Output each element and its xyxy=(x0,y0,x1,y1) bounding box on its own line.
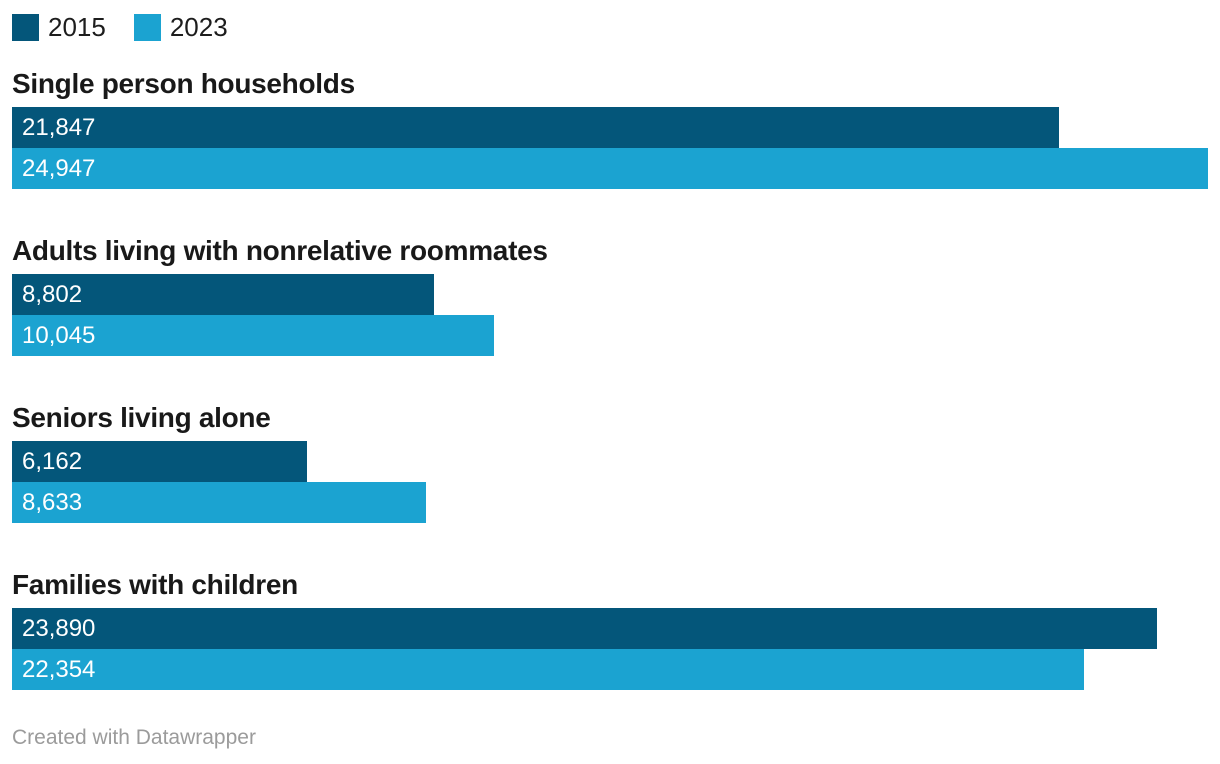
chart-group-seniors: Seniors living alone 6,162 8,633 xyxy=(12,400,1208,523)
bar-2015[interactable]: 8,802 xyxy=(12,274,434,315)
bar-pair: 23,890 22,354 xyxy=(12,608,1208,690)
bar-value-label: 8,802 xyxy=(22,280,83,308)
bar-2023[interactable]: 24,947 xyxy=(12,148,1208,189)
legend-item-2023: 2023 xyxy=(133,12,228,42)
category-label: Adults living with nonrelative roommates xyxy=(12,235,548,266)
chart-group-roommates: Adults living with nonrelative roommates… xyxy=(12,233,1208,356)
bar-2023[interactable]: 10,045 xyxy=(12,315,494,356)
legend-label-2015: 2015 xyxy=(48,12,106,42)
bar-2015[interactable]: 23,890 xyxy=(12,608,1158,649)
bar-value-label: 23,890 xyxy=(22,614,96,642)
datawrapper-credit-link[interactable]: Created with Datawrapper xyxy=(12,726,256,749)
bar-value-label: 22,354 xyxy=(22,655,96,683)
category-label: Seniors living alone xyxy=(12,402,271,433)
legend-label-2023: 2023 xyxy=(169,12,228,42)
bar-2023[interactable]: 22,354 xyxy=(12,649,1084,690)
bar-value-label: 6,162 xyxy=(22,447,83,475)
bar-value-label: 8,633 xyxy=(22,488,83,516)
bar-pair: 8,802 10,045 xyxy=(12,274,1208,356)
bar-2015[interactable]: 21,847 xyxy=(12,107,1060,148)
bar-value-label: 10,045 xyxy=(22,321,96,349)
chart-group-single-person: Single person households 21,847 24,947 xyxy=(12,66,1208,189)
bar-pair: 21,847 24,947 xyxy=(12,107,1208,189)
legend-item-2015: 2015 xyxy=(12,14,106,41)
bar-value-label: 21,847 xyxy=(22,113,96,141)
category-label: Single person households xyxy=(12,68,355,99)
legend-swatch-2015 xyxy=(12,14,39,41)
bar-pair: 6,162 8,633 xyxy=(12,441,1208,523)
bar-2015[interactable]: 6,162 xyxy=(12,441,308,482)
category-label: Families with children xyxy=(12,569,298,600)
bar-value-label: 24,947 xyxy=(22,154,96,182)
legend-swatch-2023 xyxy=(133,14,161,41)
bar-2023[interactable]: 8,633 xyxy=(12,482,426,523)
chart-group-families: Families with children 23,890 22,354 xyxy=(12,567,1208,690)
chart-legend: 2015 2023 xyxy=(12,14,1208,41)
